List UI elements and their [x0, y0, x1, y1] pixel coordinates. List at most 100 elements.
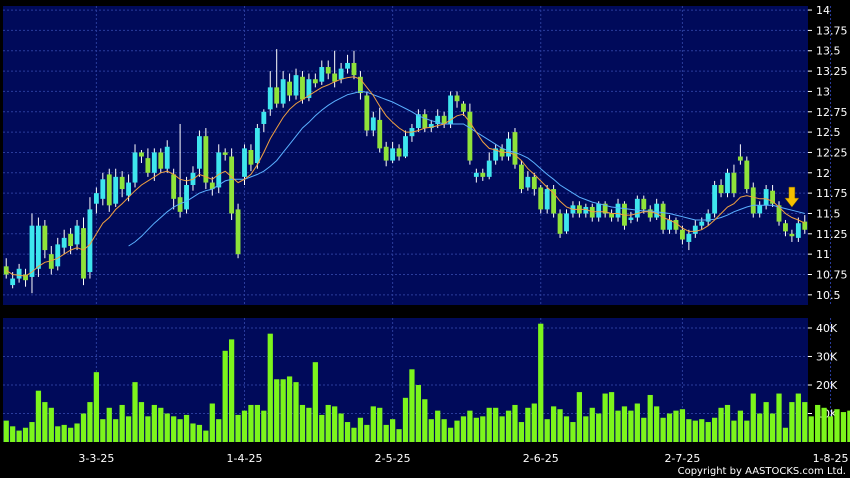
volume-bar [744, 420, 750, 442]
candle-up [345, 62, 350, 69]
volume-bar [344, 422, 351, 442]
candle-up [93, 193, 99, 204]
volume-bar [113, 419, 119, 442]
volume-bar [847, 410, 850, 442]
candle-up [10, 278, 16, 286]
volume-bar [68, 427, 74, 442]
volume-tick-label: 40K [816, 322, 838, 335]
price-tick-label: 12 [816, 167, 830, 180]
candle-down [776, 205, 782, 222]
volume-bar [705, 422, 711, 442]
price-tick-label: 12.5 [816, 126, 841, 139]
latest-price-arrow-icon [784, 186, 800, 208]
volume-bar [74, 423, 80, 442]
candle-up [184, 184, 189, 210]
volume-bar [473, 417, 479, 442]
volume-bar [699, 419, 705, 442]
volume-bar [576, 392, 582, 442]
candle-down [783, 223, 788, 232]
candle-up [254, 128, 260, 164]
volume-bar [505, 410, 512, 442]
candle-up [16, 268, 22, 279]
candle-down [383, 146, 389, 161]
candle-down [609, 213, 614, 218]
candle-up [415, 114, 421, 129]
volume-bar [183, 414, 190, 442]
candle-down [145, 158, 151, 173]
volume-bar [383, 424, 389, 442]
volume-bar [48, 407, 54, 442]
volume-bar [731, 420, 737, 442]
candle-down [177, 197, 183, 212]
volume-bar [312, 362, 318, 442]
candle-down [467, 111, 473, 161]
candle-down [332, 73, 338, 82]
volume-bar [325, 404, 331, 442]
candle-up [757, 205, 763, 214]
price-panel: 14 13.75 13.5 13.25 13 12.75 12.5 12.25 12 11.75 1… [3, 4, 848, 305]
volume-bar [164, 413, 170, 442]
candle-down [106, 174, 112, 206]
volume-bar [673, 410, 679, 442]
candle-up [596, 203, 602, 218]
volume-bar [538, 323, 544, 442]
candle-down [351, 62, 357, 76]
date-tick-label: 2-7-25 [664, 452, 700, 465]
volume-bar [125, 416, 132, 442]
volume-bar [615, 410, 621, 442]
volume-bar [763, 402, 769, 442]
copyright-text: Copyright by AASTOCKS.com Ltd. [678, 466, 846, 477]
candle-up [525, 176, 531, 188]
volume-bar [196, 424, 203, 442]
volume-bar [319, 414, 325, 442]
candle-down [750, 187, 756, 214]
candle-down [287, 81, 292, 96]
volume-bar [628, 410, 634, 442]
volume-bar [151, 404, 157, 442]
candle-down [325, 67, 331, 74]
volume-bar [608, 392, 615, 442]
volume-bar [531, 403, 537, 442]
volume-bar [409, 369, 415, 442]
candle-down [441, 115, 447, 124]
volume-bar [712, 417, 718, 442]
candle-up [795, 223, 801, 238]
candle-down [731, 172, 737, 194]
candle-down [358, 76, 363, 94]
volume-bar [557, 409, 563, 442]
volume-bar [460, 416, 467, 442]
volume-bar [3, 420, 9, 442]
candle-up [544, 189, 550, 210]
candle-up [280, 79, 286, 104]
candle-up [100, 179, 106, 199]
candle-up [564, 213, 569, 232]
price-tick-label: 12.75 [816, 106, 848, 119]
candle-up [306, 79, 312, 98]
volume-bar [750, 393, 756, 442]
candle-down [377, 119, 383, 149]
volume-bar [55, 426, 61, 442]
volume-bar [544, 419, 550, 442]
volume-bar [583, 416, 589, 442]
volume-bar [216, 419, 222, 442]
volume-bar [692, 420, 698, 442]
candle-down [789, 233, 795, 237]
volume-bar [209, 403, 215, 442]
date-tick-label: 2-6-25 [523, 452, 559, 465]
candle-down [42, 225, 48, 251]
price-tick-label: 13.75 [816, 24, 848, 37]
candle-down [602, 203, 608, 214]
volume-bar [654, 406, 660, 442]
volume-bar [679, 409, 686, 442]
volume-bar [177, 419, 183, 442]
volume-bar [834, 409, 840, 442]
volume-bar [390, 419, 396, 442]
price-tick-label: 13 [816, 85, 830, 98]
volume-bar [596, 413, 602, 442]
candle-up [615, 203, 621, 218]
candle-up [634, 198, 640, 218]
candle-up [583, 206, 589, 214]
volume-bar [248, 404, 254, 442]
volume-bar [447, 427, 454, 442]
date-tick-label: 2-5-25 [375, 452, 411, 465]
